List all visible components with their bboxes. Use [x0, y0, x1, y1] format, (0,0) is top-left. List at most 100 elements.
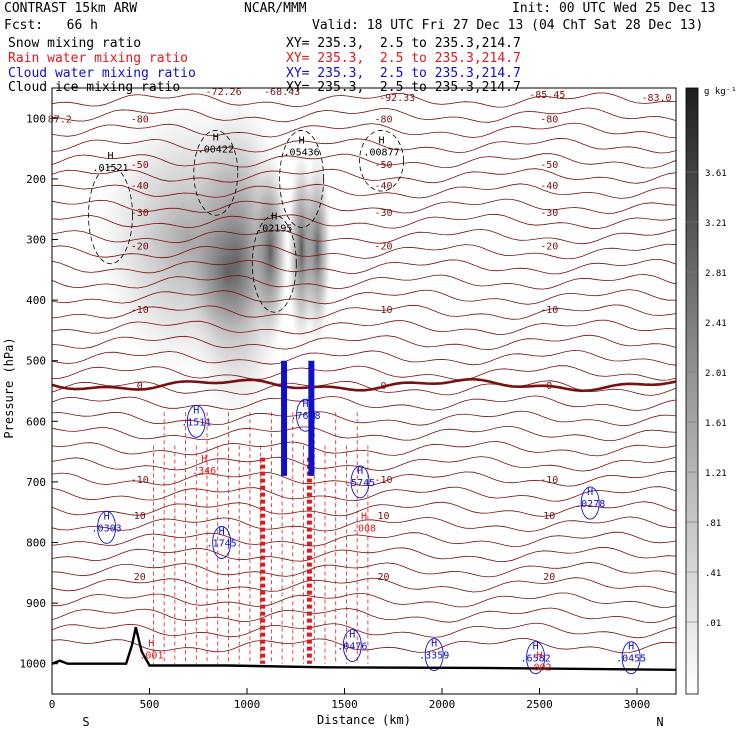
- colorbar-tick-label: 2.81: [705, 269, 727, 279]
- forecast-hour: Fcst: 66 h: [4, 18, 98, 33]
- rain-contours: [152, 412, 369, 664]
- maximum-marker: H: [107, 151, 113, 162]
- ice-contour: [193, 130, 239, 216]
- maximum-value-label: .0476: [337, 642, 367, 653]
- isotherm-label: -20: [131, 242, 149, 253]
- temperature-extremum-label: -68.43: [264, 87, 300, 98]
- axes: 0 500 1000 1500 2000 2500 30001002003004005006…: [20, 112, 651, 711]
- maximum-marker: H: [379, 136, 385, 147]
- maximum-marker: H: [349, 630, 355, 641]
- x-tick-label: 0: [49, 698, 56, 711]
- field-xy-cloud: XY= 235.3, 2.5 to 235.3,214.7: [286, 66, 521, 81]
- colorbar-ticks: 3.61 3.21 2.81 2.41 2.01 1.61 1.21 .81 .41 .01: [686, 169, 727, 629]
- temperature-extremum-label: -92.33: [379, 93, 415, 104]
- maximum-value-label: .00422: [198, 145, 234, 156]
- freezing-level: [52, 377, 676, 393]
- cloud-contour: [97, 510, 117, 544]
- isotherm-label: -50: [540, 160, 558, 171]
- isotherm: [52, 426, 676, 441]
- isotherm-label: -10: [540, 475, 558, 486]
- field-name-snow: Snow mixing ratio: [8, 36, 142, 51]
- isotherm-label: -30: [131, 208, 149, 219]
- y-tick-label: 600: [26, 415, 46, 428]
- cloud-contours: [97, 360, 641, 675]
- y-tick-label: 400: [26, 294, 46, 307]
- maximum-value-label: .02195: [256, 223, 292, 234]
- isotherm: [52, 122, 676, 139]
- isotherm: [52, 456, 676, 472]
- field-name-cloud: Cloud water mixing ratio: [8, 66, 196, 81]
- isotherm: [52, 471, 676, 487]
- maximum-value-label: .7698: [290, 411, 320, 422]
- isotherm: [52, 107, 676, 123]
- isotherm-label: -80: [540, 114, 558, 125]
- colorbar-unit: g kg⁻¹: [704, 87, 737, 97]
- isotherm-label: -80: [131, 114, 149, 125]
- terrain-profile: [51, 627, 677, 671]
- isotherm: [52, 592, 676, 608]
- maximum-marker: H: [533, 642, 539, 653]
- ice-contour: [88, 166, 133, 265]
- maximum-marker: H: [213, 133, 219, 144]
- isotherm-label: -10: [374, 475, 392, 486]
- temperature-extremum-label: -83.0: [641, 93, 671, 104]
- maximum-marker: H: [587, 487, 593, 498]
- isotherm: [52, 349, 676, 366]
- maximum-value-label: .001: [139, 651, 163, 662]
- x-tick-label: 3000: [624, 698, 651, 711]
- y-tick-label: 800: [26, 537, 46, 550]
- isotherm-label: -10: [131, 305, 149, 316]
- maximum-value-label: .1745: [207, 539, 237, 550]
- field-name-rain: Rain water mixing ratio: [8, 51, 189, 66]
- snow-plume: [303, 148, 332, 349]
- isotherm-label: -10: [374, 305, 392, 316]
- maximum-value-label: .00877: [363, 148, 399, 159]
- maximum-value-label: .3359: [419, 651, 449, 662]
- isotherm-label: -20: [374, 242, 392, 253]
- maximum-value-label: .0278: [575, 499, 605, 510]
- colorbar-tick-label: 1.61: [705, 419, 727, 429]
- plot-frame: [51, 87, 677, 695]
- colorbar-tick-label: 3.21: [705, 219, 727, 229]
- colorbar-tick-label: .41: [705, 569, 721, 579]
- isotherm: [52, 486, 676, 502]
- isotherm-label: -10: [131, 475, 149, 486]
- isotherm-label: 10: [377, 511, 389, 522]
- maximum-value-label: .6582: [521, 654, 551, 665]
- maximum-marker: H: [193, 405, 199, 416]
- snow-shading: [93, 88, 332, 428]
- isotherm: [52, 365, 676, 381]
- isotherm: [52, 168, 676, 184]
- cloud-contour: [424, 638, 444, 672]
- y-tick-label: 300: [26, 234, 46, 247]
- cloud-contour: [580, 486, 600, 520]
- colorbar: [685, 87, 699, 695]
- maximum-value-label: .5745: [345, 478, 375, 489]
- temperature-extremum-label: -85.45: [529, 90, 565, 101]
- x-tick-label: 1500: [331, 698, 358, 711]
- maximum-value-label: .0303: [92, 523, 122, 534]
- isotherm: [52, 622, 676, 639]
- isotherm-label: 20: [377, 572, 389, 583]
- cloud-contour: [342, 629, 362, 662]
- isotherm-label: 10: [134, 511, 146, 522]
- y-tick-label: 900: [26, 597, 46, 610]
- isotherm: [52, 274, 676, 290]
- maximum-value-label: .01521: [92, 163, 128, 174]
- snow-plume: [187, 203, 268, 343]
- y-tick-label: 500: [26, 355, 46, 368]
- isotherm-label: -80: [374, 114, 392, 125]
- isotherm: [52, 259, 676, 275]
- isotherm-label: -20: [540, 242, 558, 253]
- init-time: Init: 00 UTC Wed 25 Dec 13: [512, 1, 716, 16]
- valid-time: Valid: 18 UTC Fri 27 Dec 13 (04 ChT Sat …: [312, 18, 704, 33]
- contour-labels: -80 -80 -80 -50 -50 -50 -40 -40 -40 -30 -30 -30 -20 -…: [48, 87, 672, 674]
- isotherm: [52, 334, 676, 351]
- isotherm: [52, 228, 676, 245]
- isotherm: [52, 561, 676, 578]
- field-xy-snow: XY= 235.3, 2.5 to 235.3,214.7: [286, 36, 521, 51]
- maximum-marker: H: [302, 399, 308, 410]
- isotherm-label: 20: [543, 572, 555, 583]
- ice-contour: [251, 214, 297, 313]
